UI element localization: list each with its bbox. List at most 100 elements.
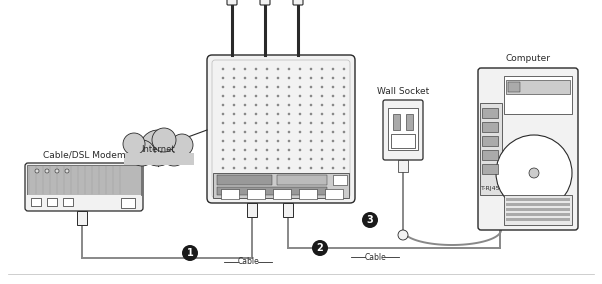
Bar: [482, 108, 498, 118]
Circle shape: [343, 167, 346, 169]
Circle shape: [277, 86, 279, 88]
FancyBboxPatch shape: [207, 55, 355, 203]
Circle shape: [288, 122, 290, 124]
Circle shape: [288, 104, 290, 106]
Circle shape: [321, 68, 323, 70]
Bar: [482, 122, 498, 132]
Circle shape: [255, 86, 257, 88]
Circle shape: [233, 104, 235, 106]
Circle shape: [222, 113, 225, 115]
Circle shape: [255, 122, 257, 124]
Bar: [506, 80, 570, 94]
Circle shape: [265, 122, 268, 124]
Circle shape: [309, 167, 312, 169]
Circle shape: [299, 104, 301, 106]
Circle shape: [277, 149, 279, 151]
Circle shape: [265, 104, 268, 106]
Bar: [398, 160, 408, 172]
Circle shape: [288, 158, 290, 160]
Circle shape: [343, 113, 346, 115]
Circle shape: [244, 158, 246, 160]
FancyBboxPatch shape: [293, 0, 303, 5]
Text: Cable: Cable: [364, 252, 386, 262]
Circle shape: [299, 86, 301, 88]
Circle shape: [398, 230, 408, 240]
Circle shape: [343, 68, 346, 70]
Circle shape: [244, 95, 246, 97]
Circle shape: [321, 158, 323, 160]
Circle shape: [265, 158, 268, 160]
Circle shape: [332, 131, 334, 133]
Circle shape: [288, 140, 290, 142]
Circle shape: [288, 86, 290, 88]
Bar: [217, 175, 272, 185]
Circle shape: [265, 149, 268, 151]
Circle shape: [255, 68, 257, 70]
Text: T-RJ45: T-RJ45: [481, 185, 501, 191]
Circle shape: [321, 131, 323, 133]
Circle shape: [222, 122, 225, 124]
Bar: [47, 198, 57, 206]
Circle shape: [288, 167, 290, 169]
Circle shape: [321, 149, 323, 151]
Text: Computer: Computer: [506, 53, 550, 62]
Circle shape: [233, 167, 235, 169]
Circle shape: [332, 158, 334, 160]
Bar: [217, 187, 327, 195]
Circle shape: [222, 149, 225, 151]
Circle shape: [309, 68, 312, 70]
Circle shape: [343, 158, 346, 160]
Circle shape: [299, 95, 301, 97]
Circle shape: [299, 167, 301, 169]
Bar: [247, 189, 265, 199]
Circle shape: [332, 86, 334, 88]
Circle shape: [309, 149, 312, 151]
Circle shape: [277, 77, 279, 79]
Circle shape: [55, 169, 59, 173]
Bar: [506, 218, 570, 221]
Circle shape: [309, 122, 312, 124]
Bar: [508, 82, 520, 92]
Circle shape: [321, 113, 323, 115]
Bar: [221, 189, 239, 199]
Circle shape: [244, 140, 246, 142]
FancyBboxPatch shape: [260, 0, 270, 5]
Circle shape: [233, 122, 235, 124]
Circle shape: [129, 140, 155, 166]
Circle shape: [332, 113, 334, 115]
Bar: [27, 195, 141, 209]
Bar: [27, 165, 141, 195]
Circle shape: [332, 149, 334, 151]
Text: 2: 2: [317, 243, 323, 253]
Bar: [121, 198, 135, 208]
Circle shape: [321, 140, 323, 142]
Circle shape: [255, 113, 257, 115]
Circle shape: [288, 149, 290, 151]
Circle shape: [299, 149, 301, 151]
FancyBboxPatch shape: [212, 60, 350, 198]
Circle shape: [255, 104, 257, 106]
Circle shape: [265, 77, 268, 79]
Circle shape: [222, 167, 225, 169]
Bar: [391, 134, 415, 148]
Circle shape: [265, 95, 268, 97]
Text: Cable: Cable: [237, 258, 259, 266]
Circle shape: [244, 77, 246, 79]
Circle shape: [244, 167, 246, 169]
Circle shape: [233, 149, 235, 151]
Bar: [393, 114, 400, 130]
Bar: [388, 108, 418, 150]
Circle shape: [309, 104, 312, 106]
Circle shape: [171, 134, 193, 156]
Circle shape: [244, 86, 246, 88]
Circle shape: [277, 158, 279, 160]
Circle shape: [309, 113, 312, 115]
Circle shape: [529, 168, 539, 178]
Text: Internet: Internet: [141, 145, 175, 153]
Circle shape: [299, 113, 301, 115]
Circle shape: [233, 158, 235, 160]
Circle shape: [222, 95, 225, 97]
Circle shape: [255, 167, 257, 169]
Circle shape: [309, 131, 312, 133]
Circle shape: [299, 140, 301, 142]
